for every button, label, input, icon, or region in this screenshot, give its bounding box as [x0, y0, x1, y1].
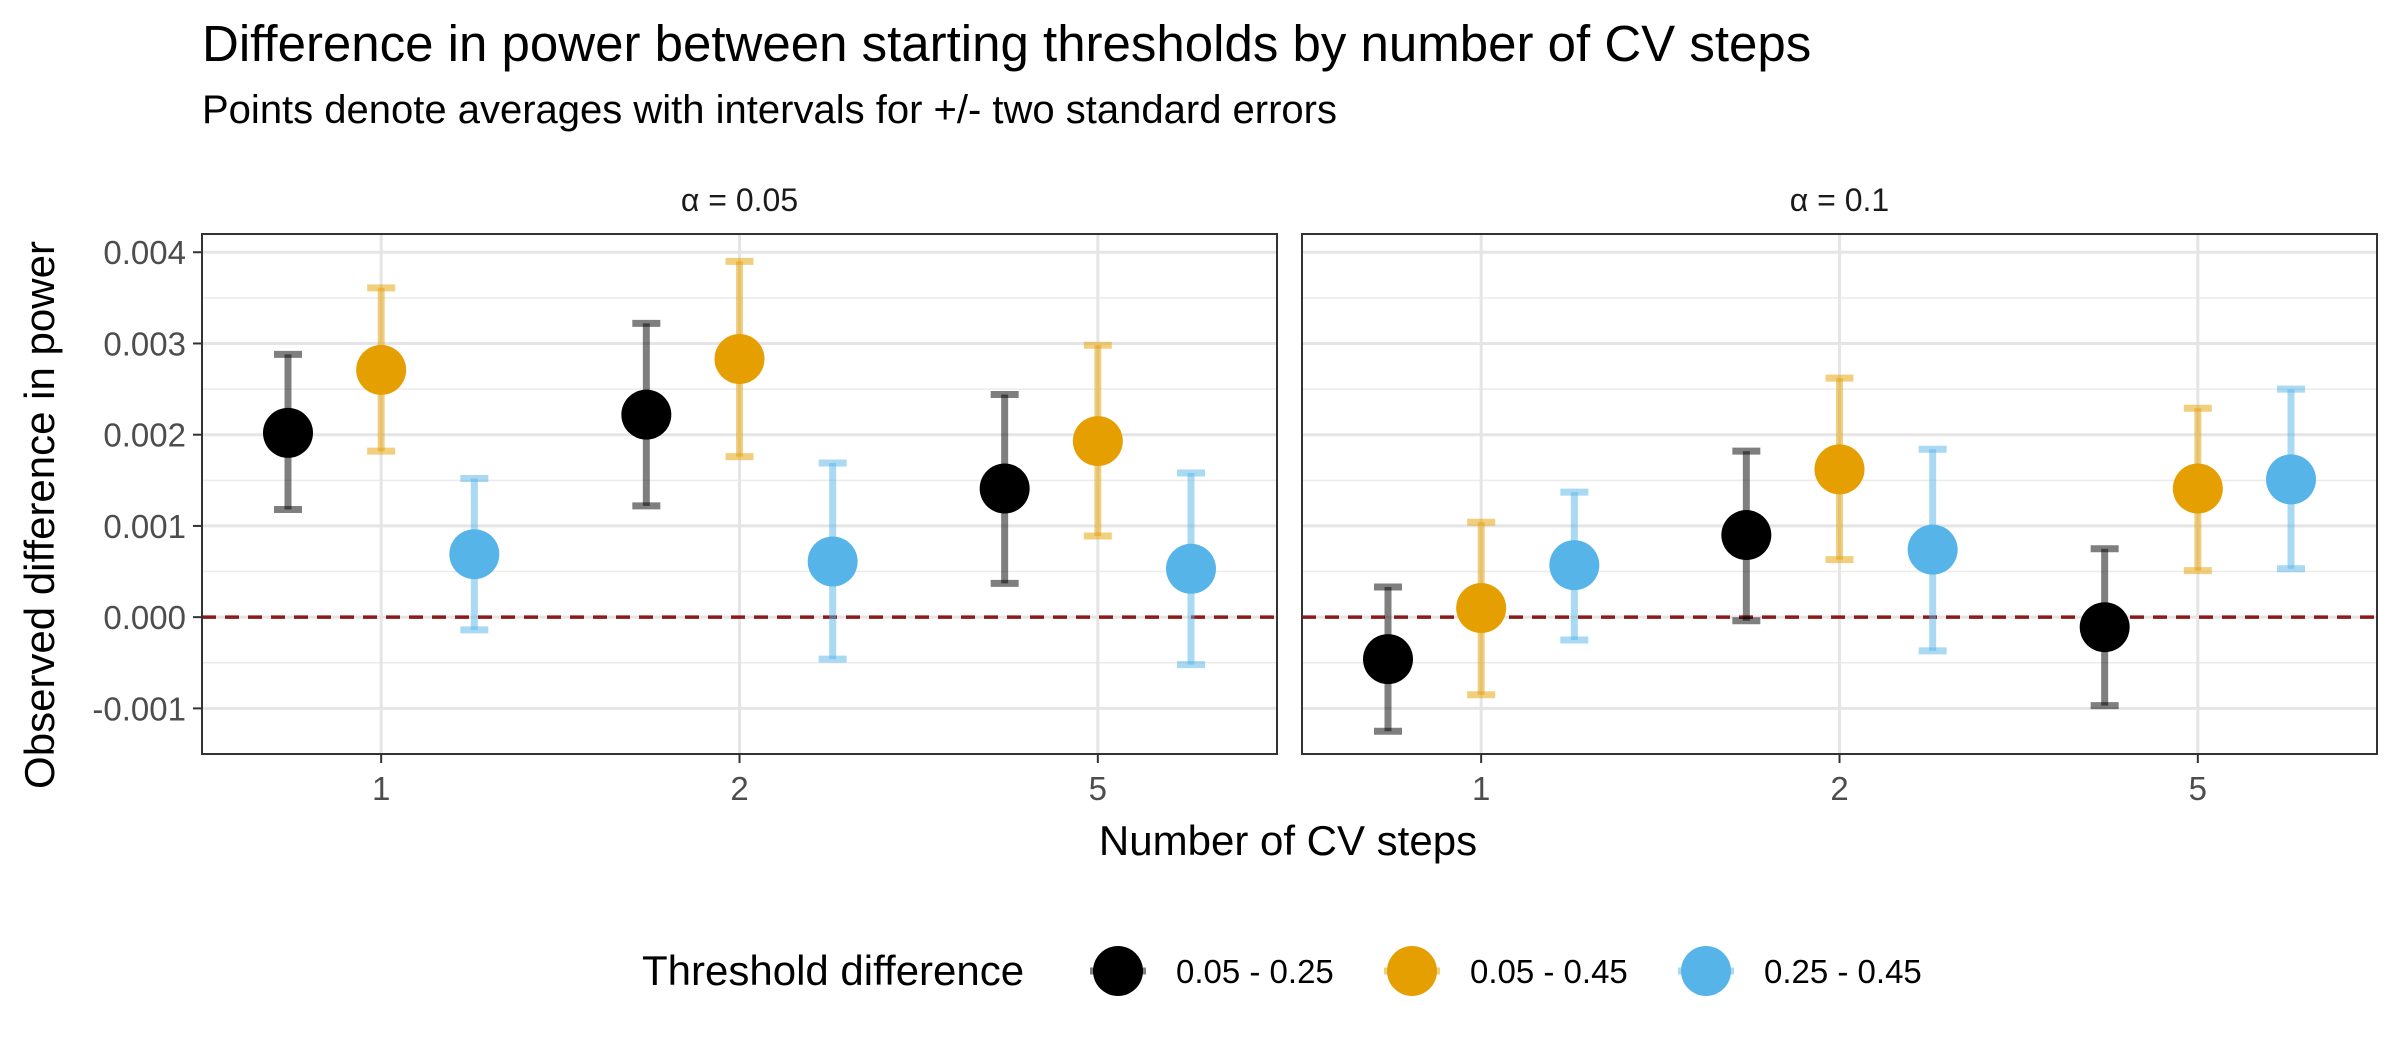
x-tick-label: 5: [1089, 770, 1107, 807]
data-point: [714, 333, 765, 384]
y-tick-label: 0.000: [103, 599, 186, 636]
data-point: [1721, 510, 1772, 561]
legend-label: 0.25 - 0.45: [1764, 953, 1922, 990]
legend-label: 0.05 - 0.25: [1176, 953, 1334, 990]
data-point: [356, 344, 407, 395]
data-point: [1363, 634, 1413, 685]
y-tick-label: -0.001: [92, 690, 186, 727]
chart-title: Difference in power between starting thr…: [202, 15, 1812, 72]
data-point: [1814, 444, 1865, 495]
legend-key-point: [1681, 946, 1731, 996]
legend-item: 0.05 - 0.45: [1384, 946, 1628, 996]
facet-strip-label: α = 0.1: [1790, 182, 1889, 218]
data-point: [1456, 583, 1507, 634]
data-point: [263, 407, 313, 458]
x-axis-title: Number of CV steps: [1099, 817, 1477, 864]
data-point: [449, 529, 500, 580]
x-tick-label: 5: [2189, 770, 2207, 807]
legend-key-point: [1387, 946, 1437, 996]
y-tick-label: 0.003: [103, 325, 186, 362]
legend-label: 0.05 - 0.45: [1470, 953, 1628, 990]
facet-panel-2: α = 0.1 1 2 5: [1301, 182, 2378, 807]
data-point: [1907, 524, 1958, 575]
data-point: [2266, 454, 2316, 505]
facet-strip-label: α = 0.05: [681, 182, 798, 218]
legend-item: 0.25 - 0.45: [1678, 946, 1922, 996]
data-point: [807, 536, 858, 587]
y-axis-title: Observed difference in power: [16, 241, 63, 789]
legend-title: Threshold difference: [642, 947, 1024, 994]
series-0.05-0.45: [1456, 374, 2223, 699]
facet-panel-1: α = 0.05 1 2 5: [201, 182, 1278, 807]
series-0.25-0.45: [449, 459, 1216, 669]
x-tick-label: 2: [730, 770, 748, 807]
y-axis: -0.001 0.000 0.001 0.002 0.003 0.004: [92, 234, 202, 727]
data-point: [2172, 463, 2223, 514]
legend-key-point: [1093, 946, 1143, 996]
y-tick-label: 0.001: [103, 508, 186, 545]
facet-panels: α = 0.05 1 2 5 α = 0.1 1 2 5: [201, 182, 2378, 807]
series-0.25-0.45: [1549, 385, 2316, 655]
data-point: [979, 463, 1030, 514]
series-0.05-0.25: [1363, 447, 2130, 735]
legend-item: 0.05 - 0.25: [1090, 946, 1334, 996]
x-tick-label: 1: [372, 770, 390, 807]
y-tick-label: 0.004: [103, 234, 186, 271]
data-point: [1166, 543, 1216, 594]
series-0.05-0.45: [356, 257, 1123, 540]
data-point: [2079, 602, 2130, 653]
chart-subtitle: Points denote averages with intervals fo…: [202, 88, 1337, 132]
y-tick-label: 0.002: [103, 417, 186, 454]
data-point: [1549, 540, 1600, 591]
data-point: [621, 389, 672, 440]
data-point: [1072, 416, 1123, 467]
x-tick-label: 1: [1472, 770, 1490, 807]
x-tick-label: 2: [1830, 770, 1848, 807]
legend: Threshold difference 0.05 - 0.25 0.05 - 0.…: [642, 946, 1922, 996]
series-0.05-0.25: [263, 319, 1030, 587]
